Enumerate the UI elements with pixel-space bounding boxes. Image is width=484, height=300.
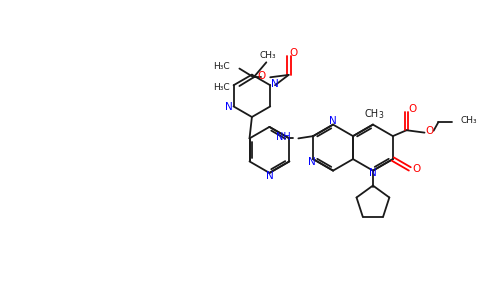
Text: CH₃: CH₃ (460, 116, 477, 125)
Text: NH: NH (276, 132, 291, 142)
Text: O: O (257, 71, 265, 81)
Text: O: O (408, 104, 416, 114)
Text: H₃C: H₃C (213, 83, 230, 92)
Text: O: O (412, 164, 420, 174)
Text: CH₃: CH₃ (259, 51, 276, 60)
Text: O: O (425, 126, 434, 136)
Text: N: N (225, 102, 233, 112)
Text: CH: CH (365, 109, 379, 119)
Text: N: N (369, 168, 377, 178)
Text: N: N (271, 79, 279, 89)
Text: 3: 3 (378, 110, 383, 119)
Text: H₃C: H₃C (213, 62, 230, 71)
Text: N: N (329, 116, 337, 126)
Text: O: O (289, 48, 298, 58)
Text: N: N (308, 158, 316, 167)
Text: N: N (266, 171, 273, 181)
